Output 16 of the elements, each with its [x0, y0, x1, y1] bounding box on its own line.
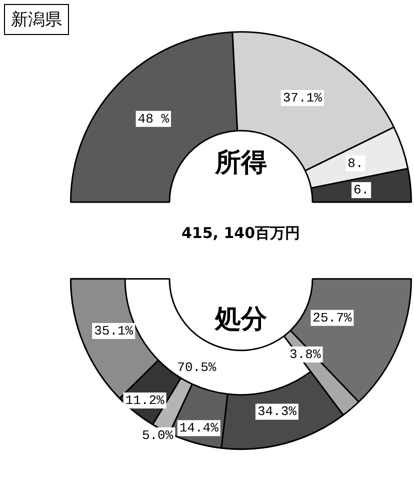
data-label: 14.4% [179, 420, 219, 436]
chart-title: 新潟県 [4, 4, 69, 35]
data-label: 37.1% [282, 90, 322, 106]
text: 処分 [214, 304, 268, 335]
data-label: 34.3% [257, 404, 297, 420]
data-label: 48 % [138, 111, 170, 126]
data-label: 5.0% [142, 428, 174, 443]
data-label: 25.7% [312, 310, 352, 326]
data-label: 3.8% [290, 346, 321, 362]
data-label: 8. [348, 156, 364, 171]
data-label: 11.2% [125, 392, 164, 408]
data-label: 35.1% [94, 323, 134, 338]
text: 415, 140百万円 [182, 224, 300, 243]
data-label: 6. [353, 182, 370, 198]
text: 所得 [214, 148, 267, 178]
data-label: 70.5% [177, 360, 216, 376]
